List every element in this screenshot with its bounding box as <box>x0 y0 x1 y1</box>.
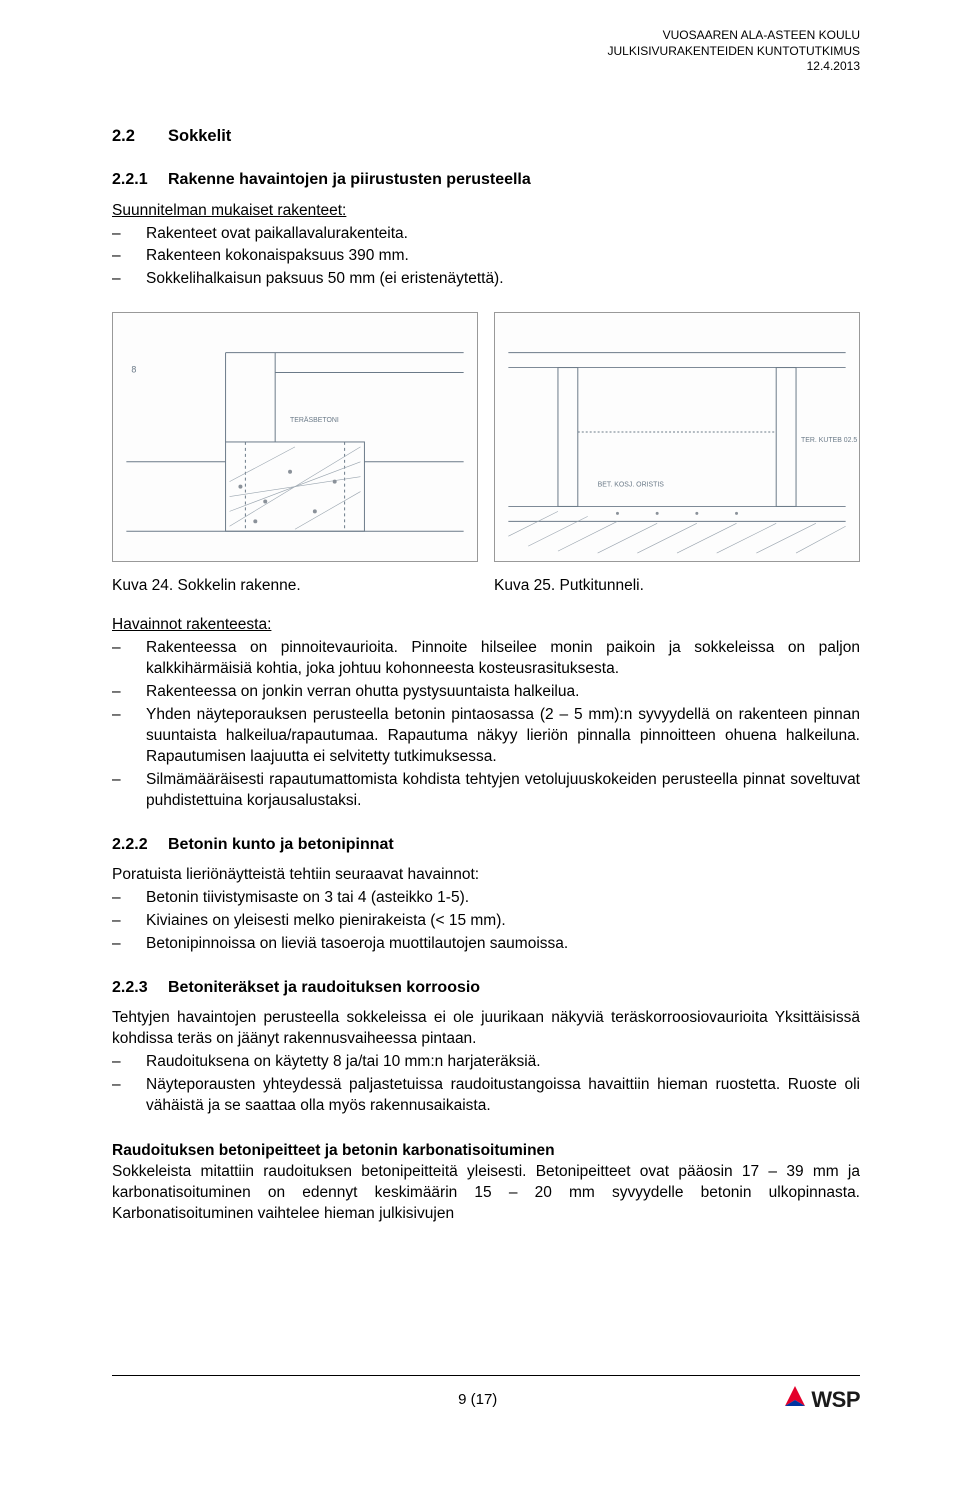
figure-row: 8 TERÄSBETONI <box>112 312 860 562</box>
raudoitus-title: Raudoituksen betonipeitteet ja betonin k… <box>112 1141 860 1162</box>
list-221: Rakenteet ovat paikallavalurakenteita. R… <box>112 224 860 291</box>
heading-2-2-1: 2.2.1Rakenne havaintojen ja piirustusten… <box>112 169 860 191</box>
doc-header: VUOSAAREN ALA-ASTEEN KOULU JULKISIVURAKE… <box>112 28 860 75</box>
list-item: Silmämääräisesti rapautumattomista kohdi… <box>112 770 860 812</box>
heading-2-2: 2.2Sokkelit <box>112 125 860 147</box>
heading-text: Rakenne havaintojen ja piirustusten peru… <box>168 171 531 188</box>
heading-text: Sokkelit <box>168 127 231 145</box>
svg-text:BET. KOSJ. ORISTIS: BET. KOSJ. ORISTIS <box>598 482 665 489</box>
list-222: Betonin tiivistymisaste on 3 tai 4 (aste… <box>112 888 860 955</box>
list-item: Rakenteessa on jonkin verran ohutta pyst… <box>112 682 860 703</box>
header-line-1: VUOSAAREN ALA-ASTEEN KOULU <box>112 28 860 44</box>
heading-num: 2.2.3 <box>112 977 168 999</box>
logo-mark-icon <box>783 1384 807 1416</box>
logo-text: WSP <box>811 1385 860 1415</box>
intro-222: Poratuista lieriönäytteistä tehtiin seur… <box>112 865 860 886</box>
raudoitus-para: Sokkeleista mitattiin raudoituksen beton… <box>112 1162 860 1225</box>
header-line-3: 12.4.2013 <box>112 59 860 75</box>
list-item: Rakenteen kokonaispaksuus 390 mm. <box>112 246 860 267</box>
list-item: Betonin tiivistymisaste on 3 tai 4 (aste… <box>112 888 860 909</box>
svg-text:8: 8 <box>131 365 136 375</box>
header-line-2: JULKISIVURAKENTEIDEN KUNTOTUTKIMUS <box>112 44 860 60</box>
list-item: Rakenteessa on pinnoitevaurioita. Pinnoi… <box>112 638 860 680</box>
figure-25: TER. KUTEB 02.5 BET. KOSJ. ORISTIS <box>494 312 860 562</box>
list-havainnot: Rakenteessa on pinnoitevaurioita. Pinnoi… <box>112 638 860 811</box>
list-item: Betonipinnoissa on lieviä tasoeroja muot… <box>112 934 860 955</box>
list-item: Rakenteet ovat paikallavalurakenteita. <box>112 224 860 245</box>
heading-num: 2.2.2 <box>112 834 168 856</box>
list-item: Näyteporausten yhteydessä paljastetuissa… <box>112 1075 860 1117</box>
figure-24: 8 TERÄSBETONI <box>112 312 478 562</box>
list-item: Raudoituksena on käytetty 8 ja/tai 10 mm… <box>112 1052 860 1073</box>
heading-text: Betoniteräkset ja raudoituksen korroosio <box>168 979 480 996</box>
list-223: Raudoituksena on käytetty 8 ja/tai 10 mm… <box>112 1052 860 1117</box>
page-number: 9 (17) <box>172 1390 783 1410</box>
caption-24: Kuva 24. Sokkelin rakenne. <box>112 576 478 597</box>
heading-2-2-3: 2.2.3Betoniteräkset ja raudoituksen korr… <box>112 977 860 999</box>
heading-2-2-2: 2.2.2Betonin kunto ja betonipinnat <box>112 834 860 856</box>
svg-text:TERÄSBETONI: TERÄSBETONI <box>290 416 339 424</box>
list-item: Sokkelihalkaisun paksuus 50 mm (ei erist… <box>112 269 860 290</box>
para-223: Tehtyjen havaintojen perusteella sokkele… <box>112 1008 860 1050</box>
caption-25: Kuva 25. Putkitunneli. <box>494 576 860 597</box>
heading-text: Betonin kunto ja betonipinnat <box>168 836 394 853</box>
figure-24-svg: 8 TERÄSBETONI <box>113 313 477 561</box>
intro-221: Suunnitelman mukaiset rakenteet: <box>112 201 860 222</box>
page-footer: 9 (17) WSP <box>112 1375 860 1416</box>
svg-text:TER. KUTEB 02.5: TER. KUTEB 02.5 <box>801 437 857 444</box>
havainnot-title: Havainnot rakenteesta: <box>112 615 860 636</box>
list-item: Yhden näyteporauksen perusteella betonin… <box>112 705 860 768</box>
page: VUOSAAREN ALA-ASTEEN KOULU JULKISIVURAKE… <box>0 0 960 1440</box>
heading-num: 2.2 <box>112 125 168 147</box>
figure-25-svg: TER. KUTEB 02.5 BET. KOSJ. ORISTIS <box>495 313 859 561</box>
wsp-logo: WSP <box>783 1384 860 1416</box>
list-item: Kiviaines on yleisesti melko pienirakeis… <box>112 911 860 932</box>
heading-num: 2.2.1 <box>112 169 168 191</box>
caption-row: Kuva 24. Sokkelin rakenne. Kuva 25. Putk… <box>112 576 860 597</box>
